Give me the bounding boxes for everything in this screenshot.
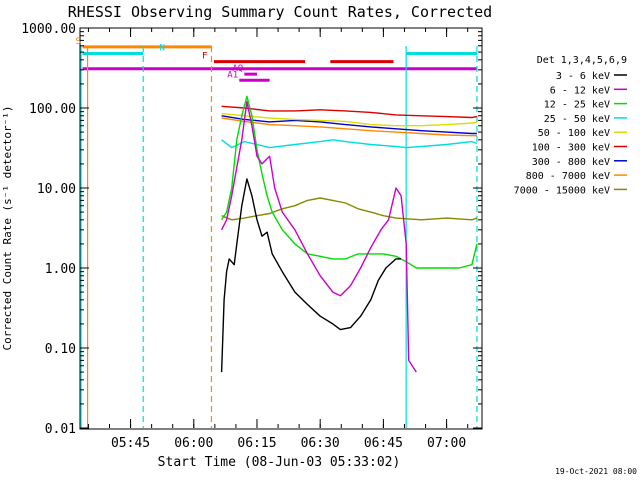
legend-label-6-12-kev: 6 - 12 keV <box>550 85 610 96</box>
flag-label-f: F <box>202 52 207 62</box>
x-axis: 05:45 06:00 06:15 06:30 06:45 07:00 <box>87 28 469 451</box>
x-tick-label: 07:00 <box>427 436 466 451</box>
series-line-800-7000-kev <box>221 117 477 137</box>
chart-title: RHESSI Observing Summary Count Rates, Co… <box>68 3 492 21</box>
series-line-300-800-kev <box>221 115 477 135</box>
x-tick-label: 06:45 <box>364 436 403 451</box>
y-axis: 1000.00 100.00 10.00 1.00 0.10 0.01 <box>21 22 482 437</box>
x-tick-label: 06:15 <box>237 436 276 451</box>
series-line-3-6-kev <box>220 178 402 373</box>
series-line-50-100-kev <box>221 112 477 127</box>
series-line-7000-15000-kev <box>221 197 478 221</box>
legend-label-100-300-kev: 100 - 300 keV <box>532 143 610 154</box>
series-line-6-12-kev <box>220 101 417 373</box>
legend-label-12-25-kev: 12 - 25 keV <box>544 100 610 111</box>
y-tick-label: 100.00 <box>29 102 76 117</box>
footer-date: 19-Oct-2021 08:00 <box>555 467 637 476</box>
y-tick-label: 0.01 <box>45 422 76 437</box>
flag-label-s: S <box>76 37 81 47</box>
x-tick-label: 06:30 <box>301 436 340 451</box>
legend-label-7000-15000-kev: 7000 - 15000 keV <box>514 185 610 196</box>
plot-frame <box>79 27 483 430</box>
y-tick-label: 1.00 <box>45 262 76 277</box>
legend-label-800-7000-kev: 800 - 7000 keV <box>526 171 610 182</box>
y-tick-label: 1000.00 <box>21 22 76 37</box>
y-axis-label: Corrected Count Rate (s⁻¹ detector⁻¹) <box>1 105 14 350</box>
y-tick-label: 0.10 <box>45 342 76 357</box>
legend-label-50-100-kev: 50 - 100 keV <box>538 128 610 139</box>
series-line-100-300-kev <box>221 105 478 119</box>
legend-label-25-50-kev: 25 - 50 keV <box>544 114 610 125</box>
legend: Det 1,3,4,5,6,9 3 - 6 keV 6 - 12 keV 12 - … <box>514 55 627 196</box>
legend-label-3-6-kev: 3 - 6 keV <box>556 71 610 82</box>
y-tick-label: 10.00 <box>37 182 76 197</box>
legend-title: Det 1,3,4,5,6,9 <box>537 55 627 66</box>
x-tick-label: 05:45 <box>111 436 150 451</box>
flag-label-n: N <box>160 44 165 54</box>
x-tick-label: 06:00 <box>174 436 213 451</box>
flag-label-a1: A1 <box>227 70 238 80</box>
x-axis-label: Start Time (08-Jun-03 05:33:02) <box>158 455 401 470</box>
series-layer <box>220 95 478 373</box>
flag-label-aq: AQ <box>232 64 243 74</box>
state-lines <box>80 46 478 428</box>
series-line-25-50-kev <box>221 139 478 149</box>
legend-label-300-800-kev: 300 - 800 keV <box>532 157 610 168</box>
